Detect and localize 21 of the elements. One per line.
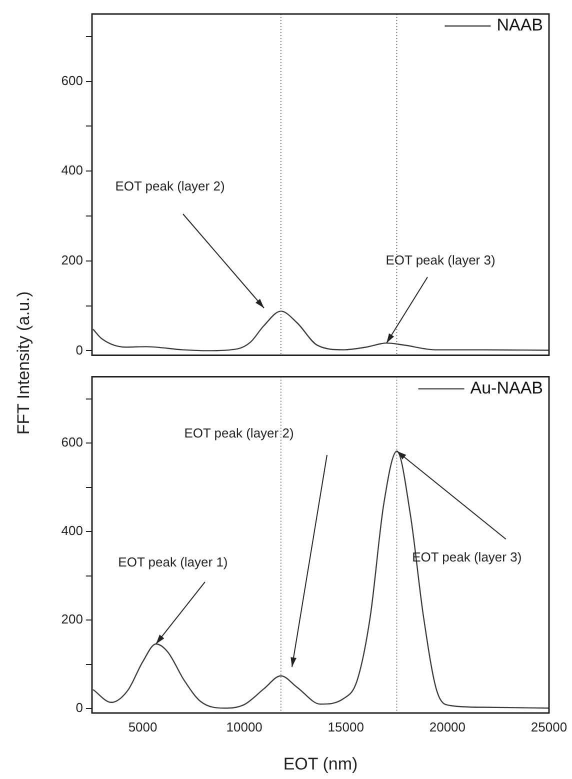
y-tick-label: 600: [61, 434, 83, 450]
annotation: EOT peak (layer 1): [118, 554, 228, 570]
y-tick-label: 200: [61, 612, 83, 627]
x-axis-title: EOT (nm): [283, 754, 358, 774]
annotation: EOT peak (layer 2): [184, 426, 294, 441]
annotation: EOT peak (layer 2): [115, 178, 225, 194]
y-axis-title: FFT Intensity (a.u.): [14, 291, 34, 435]
legend-label: NAAB: [496, 16, 543, 35]
x-tick-label: 20000: [429, 719, 466, 734]
y-tick-label: 200: [61, 252, 83, 268]
annotation: EOT peak (layer 3): [386, 252, 496, 268]
x-tick-label: 25000: [530, 719, 568, 734]
x-tick-label: 10000: [226, 719, 262, 734]
x-tick-label: 15000: [328, 719, 364, 734]
y-tick-label: 0: [76, 700, 83, 716]
y-tick-label: 0: [76, 342, 83, 358]
y-tick-label: 400: [61, 162, 83, 178]
y-tick-label: 400: [61, 523, 83, 538]
x-tick-label: 5000: [128, 719, 158, 734]
y-tick-label: 600: [61, 72, 83, 88]
legend-label: Au-NAAB: [470, 378, 543, 398]
